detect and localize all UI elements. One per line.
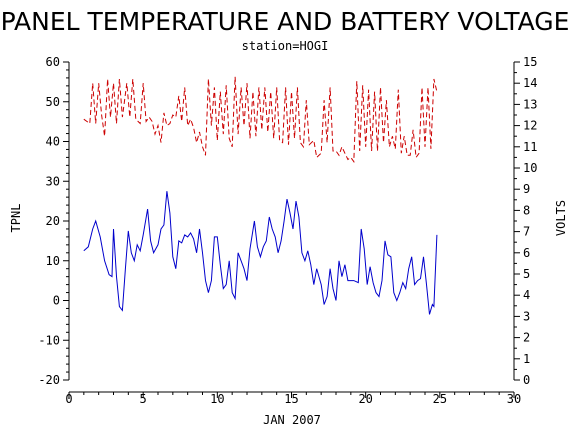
right-y-tick-label: 11 (523, 140, 537, 154)
right-y-tick-label: 4 (523, 288, 530, 302)
left-y-tick-label: 10 (46, 254, 60, 268)
x-tick-label: 5 (140, 392, 147, 406)
right-y-tick-label: 1 (523, 352, 530, 366)
left-y-tick-label: -20 (38, 373, 60, 387)
x-axis-ticks: 0 5 10 15 20 25 30 (65, 392, 521, 406)
chart-title: PANEL TEMPERATURE AND BATTERY VOLTAGE (1, 7, 570, 36)
right-y-tick-label: 0 (523, 373, 530, 387)
right-y-axis-title: VOLTS (554, 200, 568, 236)
left-y-tick-label: 30 (46, 174, 60, 188)
right-y-tick-label: 7 (523, 225, 530, 239)
right-y-tick-label: 10 (523, 161, 537, 175)
series-layer (83, 76, 438, 315)
left-y-tick-label: 0 (53, 294, 60, 308)
x-tick-label: 10 (210, 392, 224, 406)
right-y-tick-label: 14 (523, 76, 537, 90)
x-tick-label: 15 (284, 392, 298, 406)
right-y-tick-label: 5 (523, 267, 530, 281)
x-tick-label: 30 (507, 392, 521, 406)
right-y-tick-label: 12 (523, 119, 537, 133)
x-tick-label: 25 (433, 392, 447, 406)
left-y-tick-label: -10 (38, 333, 60, 347)
right-y-tick-label: 13 (523, 97, 537, 111)
right-y-tick-label: 8 (523, 203, 530, 217)
x-tick-label: 0 (65, 392, 72, 406)
right-y-tick-label: 3 (523, 309, 530, 323)
x-tick-label: 20 (358, 392, 372, 406)
left-y-tick-label: 20 (46, 214, 60, 228)
chart-subtitle: station=HOGI (242, 39, 329, 53)
left-y-tick-label: 40 (46, 135, 60, 149)
right-y-tick-label: 2 (523, 331, 530, 345)
left-y-tick-label: 60 (46, 55, 60, 69)
right-y-tick-label: 9 (523, 182, 530, 196)
plot-frame (68, 62, 515, 393)
series-line-tpnl (83, 191, 438, 315)
x-axis-title: JAN 2007 (263, 413, 321, 427)
right-y-tick-label: 15 (523, 55, 537, 69)
left-y-axis-title: TPNL (9, 204, 23, 233)
series-line-volts (83, 76, 438, 164)
left-y-tick-label: 50 (46, 95, 60, 109)
right-y-tick-label: 6 (523, 246, 530, 260)
left-y-axis-ticks: -20 -10 0 10 20 30 40 50 60 (38, 55, 69, 387)
